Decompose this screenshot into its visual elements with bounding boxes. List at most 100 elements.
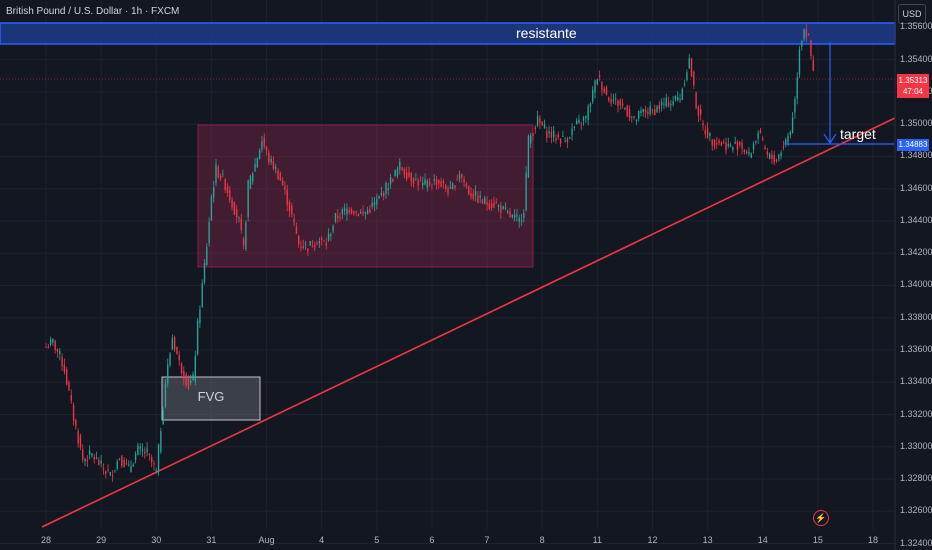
candle-body xyxy=(536,116,539,126)
candle-body xyxy=(52,338,54,343)
candle-body xyxy=(672,101,674,105)
candle-body xyxy=(249,176,252,189)
candle-body xyxy=(507,211,509,213)
candle-body xyxy=(405,172,408,179)
y-tick-label: 1.33000 xyxy=(900,440,932,451)
candle-body xyxy=(663,103,665,105)
candle-body xyxy=(713,139,716,147)
candle-body xyxy=(275,166,277,169)
candle-body xyxy=(548,131,550,134)
candle-body xyxy=(192,373,194,381)
candle-body xyxy=(566,138,569,143)
candle-body xyxy=(766,151,769,155)
candle-body xyxy=(803,29,805,40)
candle-body xyxy=(550,131,553,138)
lightning-icon[interactable]: ⚡ xyxy=(813,510,829,526)
candle-body xyxy=(180,363,183,374)
candle-body xyxy=(160,431,162,452)
candle-body xyxy=(757,132,759,139)
candle-body xyxy=(605,87,608,95)
candle-body xyxy=(311,246,314,248)
candle-body xyxy=(649,106,651,114)
candle-body xyxy=(95,457,98,460)
candle-body xyxy=(256,158,259,168)
candle-body xyxy=(63,365,66,372)
candle-body xyxy=(449,186,452,189)
y-tick-label: 1.32400 xyxy=(900,537,932,548)
candle-body xyxy=(164,383,167,407)
candle-body xyxy=(325,242,327,246)
candle-body xyxy=(415,179,417,181)
candle-body xyxy=(527,135,530,177)
candle-body xyxy=(272,161,275,170)
candle-body xyxy=(203,262,206,283)
candle-body xyxy=(484,197,486,204)
candle-body xyxy=(732,146,734,150)
candle-body xyxy=(369,209,371,213)
candle-body xyxy=(171,338,174,350)
candle-body xyxy=(178,354,180,361)
candle-body xyxy=(167,364,169,384)
candle-body xyxy=(810,39,812,57)
candle-body xyxy=(789,132,791,136)
candle-body xyxy=(762,138,764,140)
candle-body xyxy=(65,369,68,385)
candle-body xyxy=(410,172,412,182)
candle-body xyxy=(615,98,617,100)
currency-button[interactable]: USD xyxy=(898,4,926,24)
candle-body xyxy=(564,140,566,142)
candle-body xyxy=(357,214,360,217)
candle-body xyxy=(755,141,757,143)
candle-body xyxy=(481,199,484,204)
candle-body xyxy=(355,211,357,213)
candle-body xyxy=(640,110,642,114)
candle-body xyxy=(281,180,284,186)
candle-body xyxy=(323,240,325,242)
candle-body xyxy=(580,123,582,125)
candle-body xyxy=(752,144,755,150)
candle-body xyxy=(509,211,511,217)
candle-body xyxy=(486,202,488,205)
candle-body xyxy=(812,60,814,71)
candle-body xyxy=(422,182,424,186)
y-tick-label: 1.33200 xyxy=(900,408,932,419)
candle-body xyxy=(93,456,95,460)
candle-body xyxy=(500,205,502,213)
candle-body xyxy=(495,202,497,204)
candle-body xyxy=(128,464,130,466)
candle-body xyxy=(807,33,810,35)
candle-body xyxy=(539,117,541,123)
candle-body xyxy=(233,202,236,215)
candle-body xyxy=(474,191,477,196)
candle-body xyxy=(210,196,213,221)
candle-body xyxy=(520,219,523,222)
candle-body xyxy=(380,193,383,196)
candle-body xyxy=(261,141,263,150)
candle-body xyxy=(493,202,495,208)
candle-body xyxy=(219,175,222,179)
candle-body xyxy=(75,420,77,427)
x-tick-label: 8 xyxy=(539,535,545,545)
candle-body xyxy=(116,461,118,469)
candle-body xyxy=(598,75,601,77)
y-tick-label: 1.34200 xyxy=(900,247,932,258)
candle-body xyxy=(780,152,782,156)
candle-body xyxy=(750,153,752,158)
candle-body xyxy=(387,188,389,191)
candle-body xyxy=(791,117,794,133)
candle-body xyxy=(123,459,125,468)
candle-body xyxy=(337,215,339,219)
candle-body xyxy=(787,135,789,143)
candle-body xyxy=(454,185,456,188)
candle-body xyxy=(320,238,323,240)
candle-body xyxy=(465,183,468,187)
candle-body xyxy=(442,181,445,184)
candle-body xyxy=(794,99,796,113)
candle-body xyxy=(438,180,440,184)
candle-body xyxy=(736,142,739,150)
candle-body xyxy=(201,283,203,308)
candle-body xyxy=(265,147,268,151)
x-tick-label: 15 xyxy=(812,535,823,545)
